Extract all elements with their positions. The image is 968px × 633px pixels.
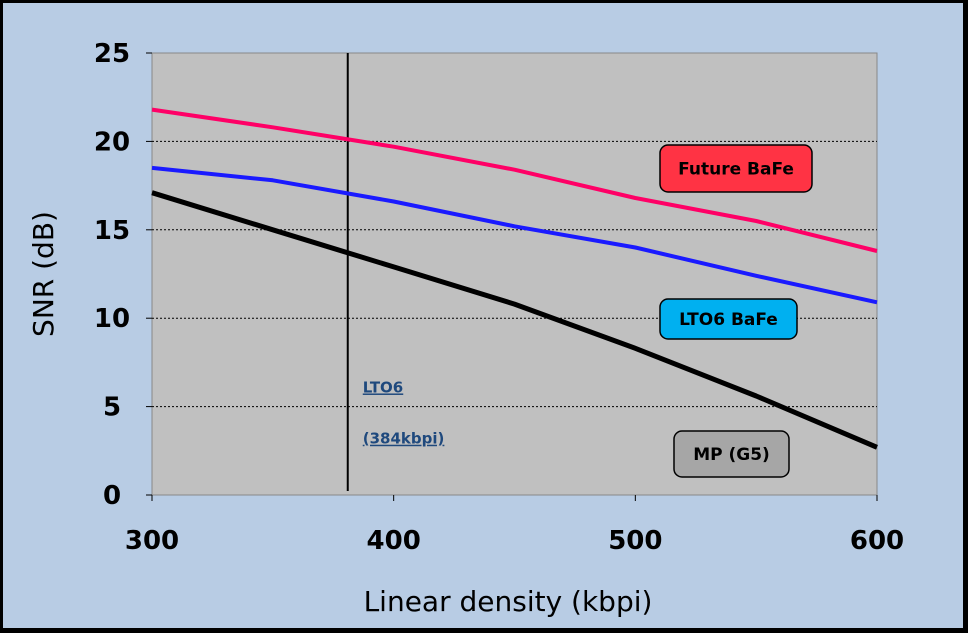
lto6-marker-density-label: (384kbpi) xyxy=(363,430,445,448)
plot-area xyxy=(151,52,878,496)
mp-g5-label: MP (G5) xyxy=(693,445,770,465)
lto6-bafe-label-box xyxy=(659,298,798,340)
mp-g5-label-box xyxy=(673,430,790,478)
mp-g5-line xyxy=(151,190,878,450)
y-axis-title: SNR (dB) xyxy=(27,211,60,337)
future-bafe-label-box xyxy=(659,144,813,193)
x-tick-label: 500 xyxy=(608,526,662,556)
x-tick-label: 400 xyxy=(367,526,421,556)
y-tick-label: 10 xyxy=(94,304,130,334)
y-tick-label: 20 xyxy=(94,127,130,157)
lto6-bafe-label: LTO6 BaFe xyxy=(679,310,778,330)
y-tick-label: 5 xyxy=(103,393,121,423)
y-tick-label: 0 xyxy=(103,481,121,511)
series-lines xyxy=(151,107,878,450)
x-tick-label: 600 xyxy=(850,526,904,556)
future-bafe-label: Future BaFe xyxy=(678,160,794,180)
vertical-marker: LTO6 (384kbpi) xyxy=(346,53,445,491)
future-bafe-line xyxy=(151,107,878,253)
x-ticks: 300 400 500 600 xyxy=(125,495,904,556)
x-tick-label: 300 xyxy=(125,526,179,556)
y-ticks: 0 5 10 15 20 25 xyxy=(94,39,152,511)
lto6-bafe-line xyxy=(151,165,878,305)
y-tick-label: 25 xyxy=(94,39,130,69)
y-tick-label: 15 xyxy=(94,216,130,246)
x-axis-title: Linear density (kbpi) xyxy=(364,585,653,618)
snr-line-chart: 300 400 500 600 0 5 10 15 20 25 LTO6 (384kbpi) Fu… xyxy=(27,39,904,618)
series-labels: Future BaFe LTO6 BaFe MP (G5) xyxy=(659,144,813,478)
lto6-marker-label: LTO6 xyxy=(363,378,404,396)
